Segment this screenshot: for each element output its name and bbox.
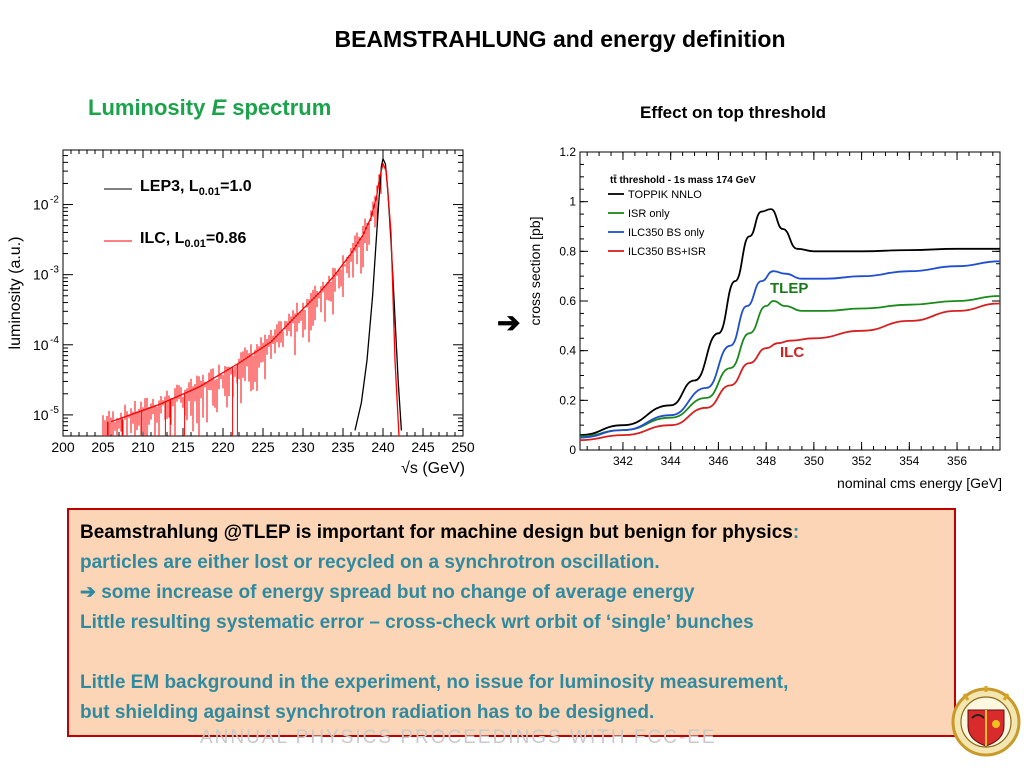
university-seal-logo bbox=[951, 686, 1021, 757]
summary-spacer bbox=[80, 638, 943, 668]
x-tick-label: 344 bbox=[661, 454, 681, 468]
legend-entry: LEP3, L0.01=1.0 bbox=[140, 178, 252, 198]
left-heading-em: E bbox=[211, 95, 227, 120]
summary-line-5: Little EM background in the experiment, … bbox=[80, 672, 789, 693]
annotation-tlep: TLEP bbox=[770, 280, 808, 297]
y-tick-base: 10 bbox=[33, 267, 49, 283]
x-tick-label: 346 bbox=[708, 454, 728, 468]
y-tick-exponent: -2 bbox=[50, 195, 59, 206]
summary-textbox: Beamstrahlung @TLEP is important for mac… bbox=[67, 508, 956, 737]
summary-line-3: ➔ some increase of energy spread but no … bbox=[80, 582, 695, 603]
left-heading-pre: Luminosity bbox=[88, 95, 212, 120]
summary-line-1: Beamstrahlung @TLEP is important for mac… bbox=[80, 522, 800, 543]
x-tick-label: 225 bbox=[251, 439, 275, 455]
left-chart-heading: Luminosity E spectrum bbox=[88, 95, 331, 121]
x-tick-label: 342 bbox=[613, 454, 633, 468]
x-axis-label: √s (GeV) bbox=[401, 460, 465, 477]
y-axis-label: luminosity (a.u.) bbox=[7, 237, 24, 350]
x-tick-label: 210 bbox=[131, 439, 155, 455]
y-tick-base: 10 bbox=[33, 407, 49, 423]
y-tick-label: 0.4 bbox=[559, 344, 576, 358]
arrow-icon: ➔ bbox=[80, 582, 96, 603]
series-line-ilc350-bs-only bbox=[579, 260, 1001, 439]
summary-line-2: particles are either lost or recycled on… bbox=[80, 552, 660, 573]
x-tick-label: 250 bbox=[451, 439, 475, 455]
x-tick-label: 215 bbox=[171, 439, 195, 455]
footer-faded-text: ANNUAL PHYSICS PROCEEDINGS WITH FCC-EE bbox=[200, 727, 717, 748]
y-tick-label: 0.6 bbox=[559, 294, 576, 308]
y-tick-label: 10 -4 bbox=[33, 335, 59, 353]
x-tick-label: 240 bbox=[371, 439, 395, 455]
annotation-ilc: ILC bbox=[780, 344, 804, 361]
x-tick-label: 235 bbox=[331, 439, 355, 455]
legend-entry: ILC, L0.01=0.86 bbox=[140, 230, 246, 250]
y-tick-base: 10 bbox=[33, 197, 49, 213]
legend-entry: TOPPIK NNLO bbox=[628, 189, 702, 201]
y-tick-base: 10 bbox=[33, 337, 49, 353]
x-tick-label: 352 bbox=[852, 454, 872, 468]
legend-title: tt̄ threshold - 1s mass 174 GeV bbox=[610, 174, 756, 186]
left-heading-post: spectrum bbox=[226, 95, 332, 120]
y-tick-label: 10 -3 bbox=[33, 265, 59, 283]
slide-title: BEAMSTRAHLUNG and energy definition bbox=[334, 26, 786, 52]
y-tick-label: 1 bbox=[569, 195, 576, 209]
legend-entry: ISR only bbox=[628, 208, 670, 220]
y-tick-label: 0.8 bbox=[559, 244, 576, 258]
series-line-ilc bbox=[110, 161, 400, 437]
y-tick-label: 0.2 bbox=[559, 393, 576, 407]
series-line-toppik-nnlo bbox=[579, 208, 1000, 436]
y-tick-label: 0 bbox=[569, 443, 576, 457]
x-tick-label: 205 bbox=[91, 439, 115, 455]
x-tick-label: 356 bbox=[947, 454, 967, 468]
top-threshold-chart: 342 344 346 348 350 352 354 356 0 0.2 0.4 0.6 0.8 1 1.… bbox=[527, 145, 1002, 491]
x-tick-label: 348 bbox=[756, 454, 776, 468]
y-tick-exponent: -3 bbox=[50, 265, 59, 276]
plot-frame bbox=[62, 149, 464, 437]
y-axis-label: cross section [pb] bbox=[527, 217, 543, 326]
x-tick-label: 350 bbox=[804, 454, 824, 468]
y-tick-exponent: -4 bbox=[50, 335, 59, 346]
summary-line-6: but shielding against synchrotron radiat… bbox=[80, 702, 655, 723]
x-tick-label: 220 bbox=[211, 439, 235, 455]
summary-line-4: Little resulting systematic error – cros… bbox=[80, 612, 754, 633]
y-tick-label: 10 -5 bbox=[33, 405, 59, 423]
series-line-isr-only bbox=[579, 295, 1001, 438]
x-tick-label: 245 bbox=[411, 439, 435, 455]
x-axis-label: nominal cms energy [GeV] bbox=[837, 475, 1002, 491]
x-tick-label: 354 bbox=[899, 454, 919, 468]
y-tick-exponent: -5 bbox=[50, 405, 59, 416]
ilc-histogram-noise bbox=[102, 168, 382, 436]
right-chart-heading: Effect on top threshold bbox=[640, 103, 827, 122]
y-tick-label: 1.2 bbox=[559, 145, 576, 159]
arrow-right-icon: ➔ bbox=[497, 307, 521, 338]
legend-entry: ILC350 BS+ISR bbox=[628, 246, 706, 258]
x-tick-label: 230 bbox=[291, 439, 315, 455]
legend-entry: ILC350 BS only bbox=[628, 227, 705, 239]
x-tick-label: 200 bbox=[51, 439, 75, 455]
y-tick-label: 10 -2 bbox=[33, 195, 59, 213]
series-line-lep3 bbox=[354, 156, 403, 431]
series-line-ilc350-bs-isr bbox=[579, 302, 1001, 441]
